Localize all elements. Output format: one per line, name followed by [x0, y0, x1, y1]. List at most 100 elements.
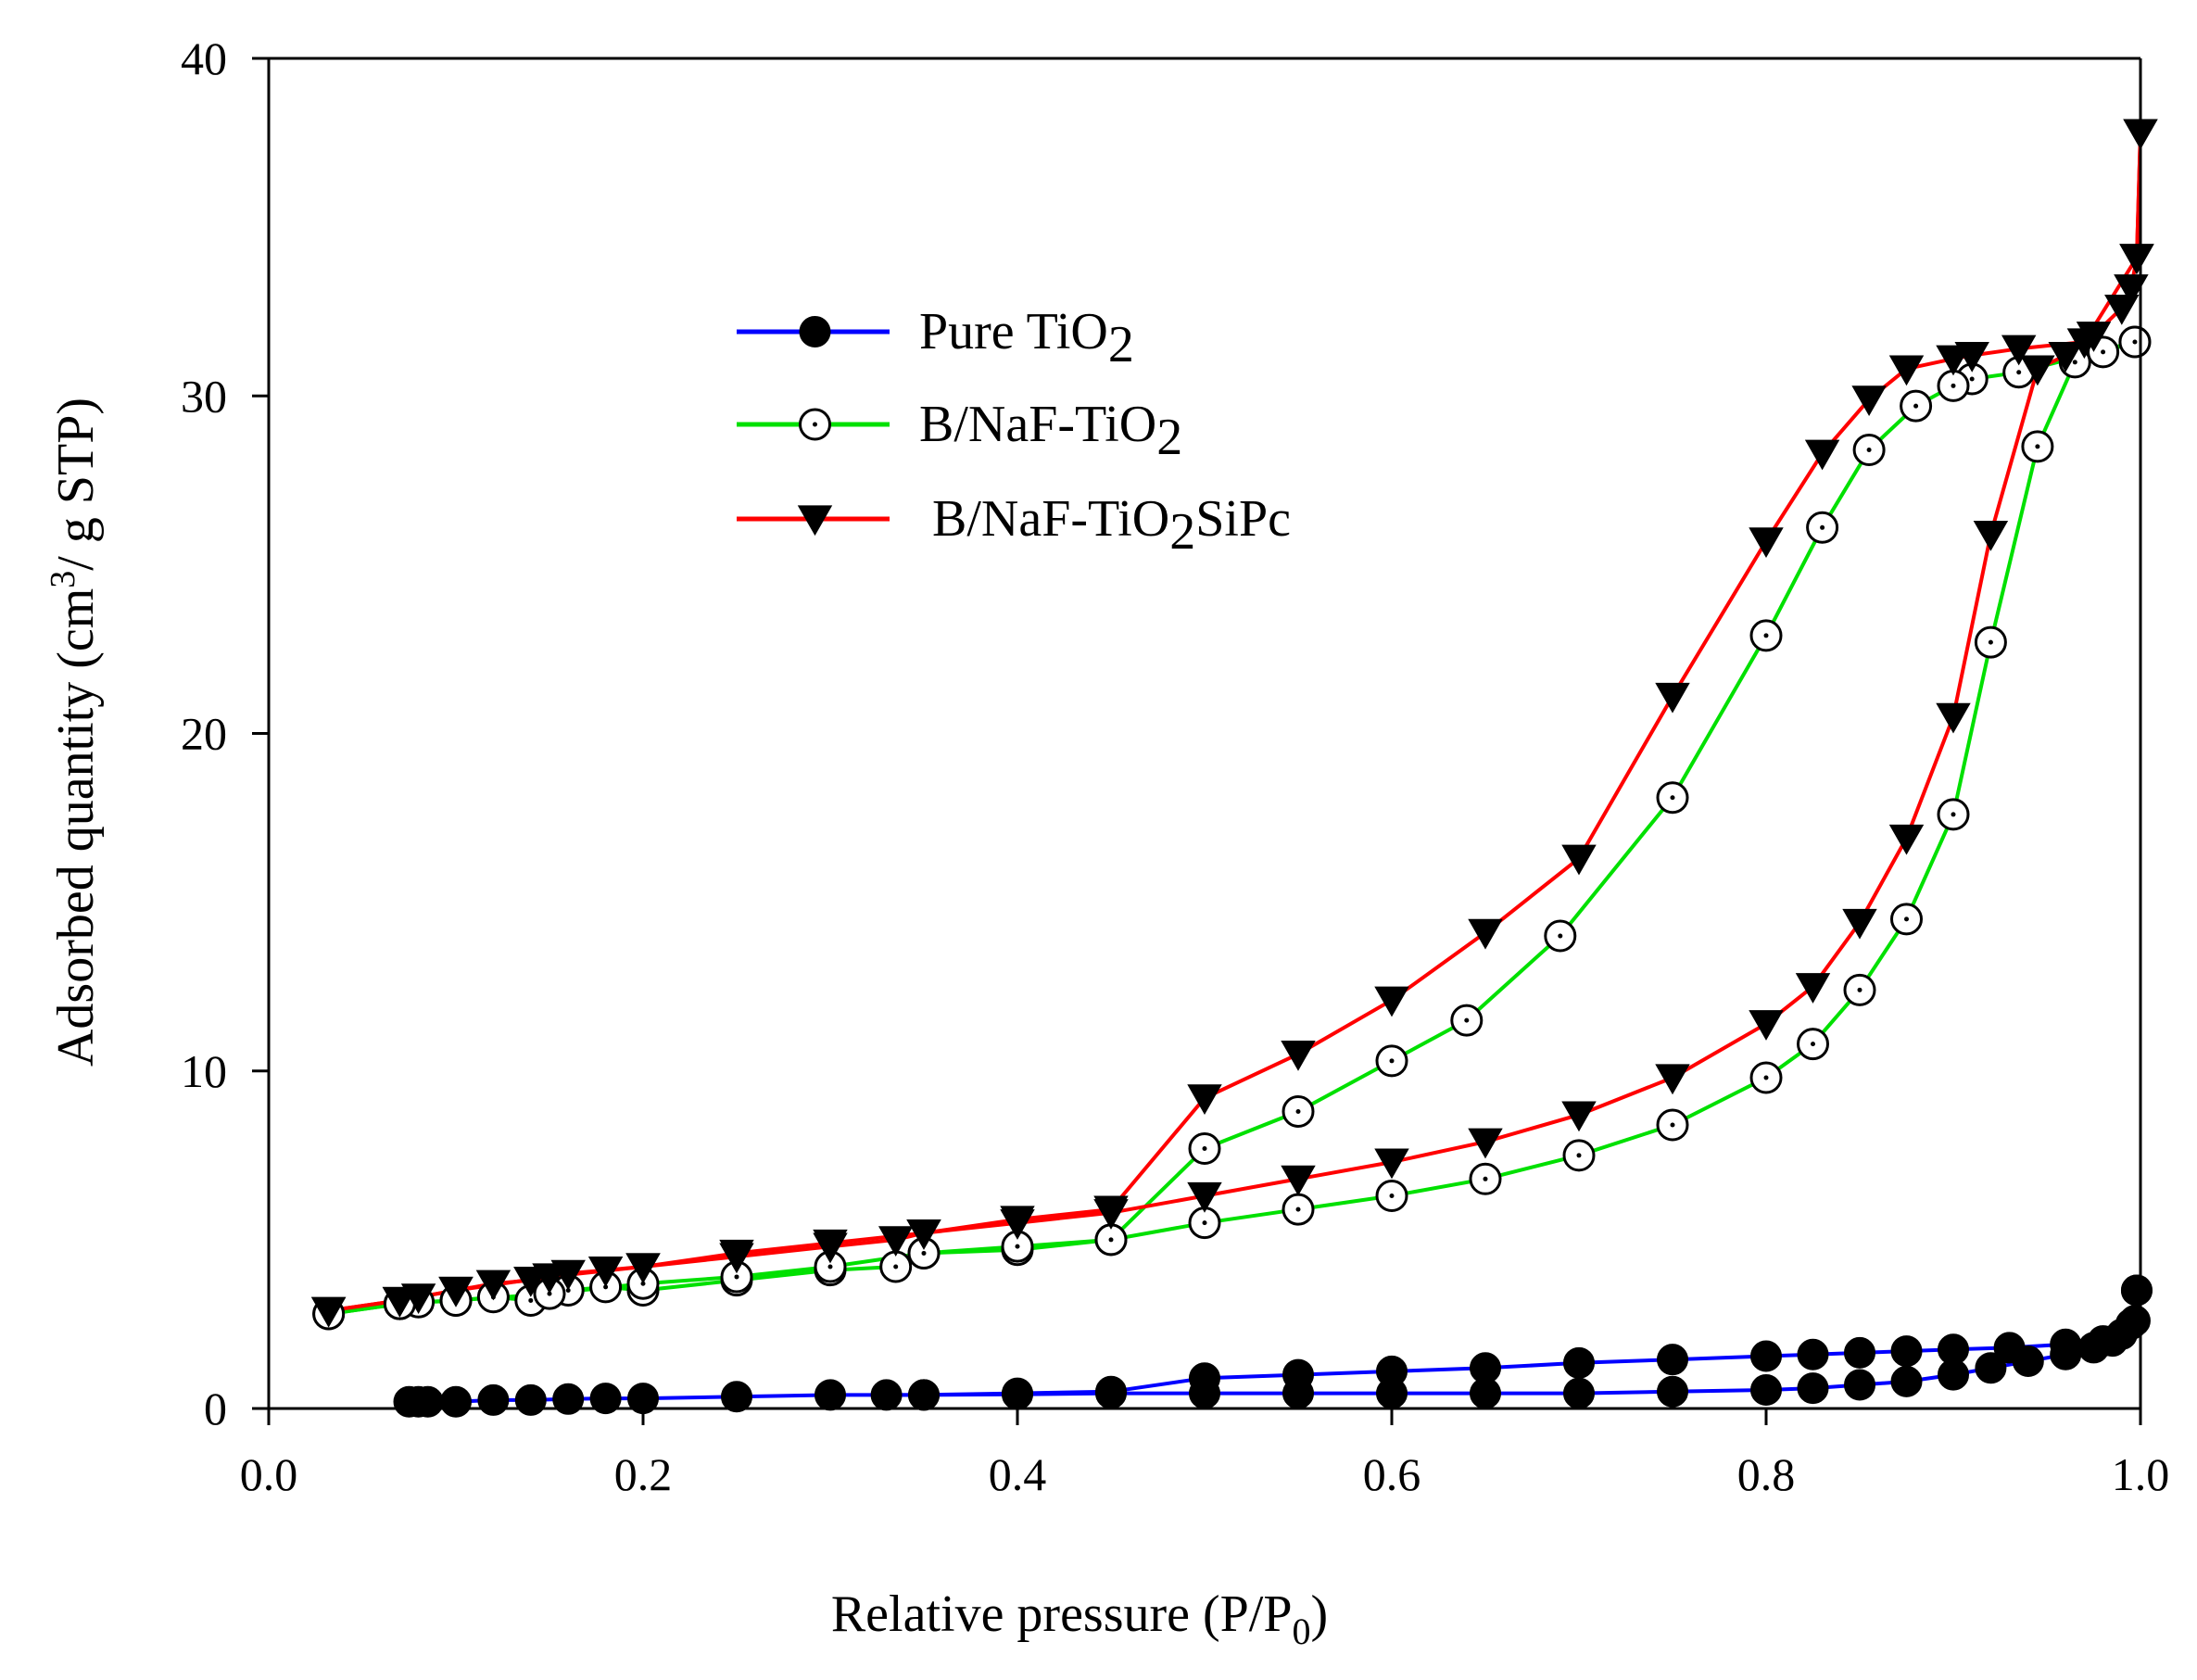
- y-tick-label: 40: [181, 32, 227, 84]
- series-2-adsorption-point: [2114, 274, 2149, 305]
- series-0-adsorption-point: [552, 1383, 585, 1415]
- series-2-adsorption-point: [1936, 702, 1971, 734]
- series-1-adsorption-point: [879, 1250, 913, 1283]
- series-0-adsorption-point: [440, 1385, 472, 1418]
- series-2-desorption-point: [906, 1219, 941, 1250]
- series-0-adsorption-point: [411, 1385, 444, 1418]
- series-0-desorption-point: [908, 1379, 940, 1411]
- x-tick-label: 0.0: [240, 1448, 298, 1500]
- series-0-adsorption-point: [1890, 1365, 1923, 1397]
- series-2-desorption-point: [1187, 1084, 1222, 1116]
- series-0-desorption-point: [1002, 1377, 1033, 1409]
- series-2-desorption-point: [625, 1253, 661, 1284]
- series-2-desorption-point: [1468, 918, 1503, 950]
- series-0-desorption-point: [1376, 1355, 1408, 1387]
- series-1-desorption-point: [1188, 1132, 1221, 1166]
- series-0-desorption-point: [1797, 1338, 1829, 1371]
- series-2-desorption-point: [1093, 1195, 1129, 1227]
- series-2-desorption-point: [438, 1276, 473, 1307]
- series-2-desorption-point: [2001, 335, 2037, 366]
- series-2-desorption-point: [1749, 527, 1784, 559]
- series-2-adsorption-point: [2048, 341, 2083, 373]
- series-0-desorption-point: [2087, 1325, 2119, 1358]
- series-0-adsorption-point: [1657, 1375, 1688, 1408]
- series-2-adsorption-point: [1973, 520, 2009, 551]
- series-2-adsorption-point: [587, 1257, 624, 1287]
- y-tick-label: 30: [181, 370, 227, 422]
- series-0-adsorption-point: [1975, 1352, 2007, 1384]
- series-1-adsorption-point: [1749, 1061, 1783, 1094]
- series-2-adsorption-point: [2020, 355, 2055, 386]
- series-2-adsorption-point: [1655, 1064, 1690, 1095]
- series-0-adsorption-point: [814, 1379, 846, 1411]
- x-tick-label: 1.0: [2112, 1448, 2170, 1500]
- series-1-desorption-point: [1900, 389, 1933, 423]
- series-0-desorption-point: [1938, 1333, 1969, 1366]
- legend-marker: [799, 408, 831, 441]
- series-2-adsorption-point: [475, 1269, 511, 1301]
- series-0-desorption-point: [1563, 1346, 1595, 1379]
- series-1-desorption-point: [2118, 325, 2152, 359]
- series-1-adsorption-point: [2021, 430, 2054, 463]
- series-lines: [328, 133, 2142, 1404]
- series-2-adsorption-point: [1374, 1148, 1409, 1180]
- series-0-desorption-point: [1993, 1332, 2026, 1364]
- series-1-desorption-line: [328, 340, 2136, 1316]
- series-2-adsorption-point: [878, 1226, 914, 1257]
- series-2-desorption-point: [1561, 844, 1597, 876]
- series-2-desorption-point: [1374, 986, 1409, 1017]
- series-0-desorption-point: [1470, 1352, 1501, 1384]
- series-2-desorption-point: [1655, 682, 1690, 714]
- legend-label: Pure TiO2: [919, 303, 1134, 373]
- series-1-desorption-point: [1806, 511, 1839, 544]
- series-0-desorption-point: [1657, 1344, 1688, 1376]
- series-0-adsorption-point: [514, 1383, 547, 1416]
- series-0-desorption-point: [1890, 1335, 1923, 1368]
- x-axis-title: Relative pressure (P/P0): [831, 1585, 1328, 1652]
- series-0-desorption-point: [870, 1379, 903, 1411]
- series-2-adsorption-point: [1561, 1101, 1597, 1132]
- series-2-desorption-point: [1936, 345, 1971, 376]
- series-2-adsorption-point: [1842, 908, 1877, 940]
- series-2-desorption-point: [310, 1296, 347, 1328]
- series-1-adsorption-point: [1974, 625, 2007, 659]
- series-2-adsorption-point: [1795, 973, 1831, 1004]
- legend-entry-0: Pure TiO2: [737, 303, 1134, 373]
- series-2-desorption-line: [328, 133, 2142, 1313]
- series-2-desorption-point: [1888, 355, 1925, 386]
- legend-marker: [799, 316, 831, 347]
- legend-label: B/NaF-TiO2: [919, 396, 1182, 466]
- series-markers: [310, 119, 2158, 1418]
- series-0-adsorption-point: [589, 1383, 622, 1415]
- x-tick-label: 0.8: [1737, 1448, 1796, 1500]
- series-0-adsorption-line: [409, 1290, 2139, 1404]
- tick-labels: 0.0 0.2 0.4 0.6 0.8 1.0 0 10 20 30 40: [181, 32, 2169, 1500]
- legend-marker: [797, 505, 833, 537]
- y-tick-label: 0: [204, 1383, 227, 1434]
- series-0-desorption-point: [2050, 1328, 2082, 1360]
- series-0-adsorption-point: [477, 1383, 510, 1416]
- series-2-adsorption-point: [1281, 1165, 1316, 1196]
- series-0-adsorption-point: [1844, 1369, 1875, 1401]
- series-1-adsorption-point: [1797, 1028, 1829, 1061]
- series-0-desorption-point: [1095, 1375, 1127, 1408]
- series-0-adsorption-point: [1797, 1372, 1829, 1405]
- series-2-adsorption-point: [1888, 824, 1925, 855]
- series-0-adsorption-point: [1750, 1373, 1782, 1406]
- series-1-adsorption-line: [328, 340, 2136, 1316]
- y-axis-title: Adsorbed quantity (cm3/ g STP): [44, 398, 105, 1067]
- y-tick-label: 10: [181, 1045, 227, 1097]
- series-2-desorption-point: [813, 1229, 848, 1260]
- series-0-desorption-point: [1844, 1336, 1875, 1369]
- axes: [252, 57, 2142, 1425]
- series-0-desorption-point: [2120, 1274, 2153, 1307]
- series-1-adsorption-point: [1890, 903, 1923, 936]
- series-2-adsorption-point: [1187, 1181, 1222, 1213]
- series-2-adsorption-point: [2104, 294, 2140, 325]
- series-1-desorption-point: [1282, 1094, 1315, 1128]
- series-1-desorption-point: [533, 1277, 566, 1310]
- series-0-desorption-point: [1282, 1358, 1314, 1391]
- legend-entry-2: B/NaF-TiO2SiPc: [737, 490, 1291, 561]
- series-1-adsorption-point: [1375, 1180, 1408, 1213]
